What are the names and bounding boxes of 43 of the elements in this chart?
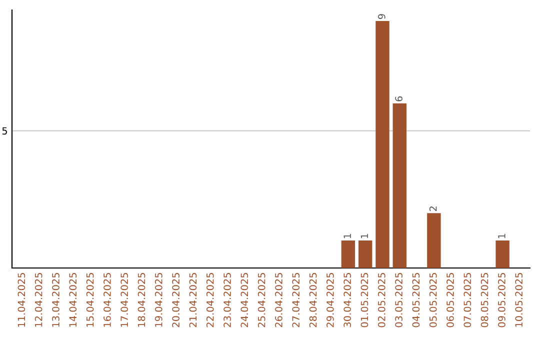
- x-tick-label: 19.04.2025: [154, 273, 162, 327]
- bar: [358, 240, 372, 268]
- x-tick-label: 03.05.2025: [395, 273, 402, 328]
- x-tick-label: 13.04.2025: [52, 273, 60, 327]
- x-tick-label: 09.05.2025: [498, 273, 506, 328]
- x-tick-label: 28.04.2025: [309, 273, 317, 328]
- bar: [341, 240, 356, 268]
- x-tick-label: 16.04.2025: [104, 273, 111, 327]
- x-tick-label: 02.05.2025: [378, 273, 386, 328]
- data-label: 9: [378, 14, 386, 19]
- x-tick-label: 06.05.2025: [446, 273, 454, 328]
- data-label: 2: [429, 206, 437, 212]
- x-tick-label: 26.04.2025: [275, 273, 282, 328]
- x-tick-label: 29.04.2025: [326, 273, 334, 328]
- x-tick-label: 27.04.2025: [292, 273, 300, 328]
- x-tick-label: 12.04.2025: [34, 273, 42, 327]
- x-tick-label: 07.05.2025: [464, 273, 472, 328]
- x-tick-label: 10.05.2025: [515, 273, 523, 327]
- bar: [427, 213, 441, 268]
- x-tick-label: 17.04.2025: [120, 273, 128, 327]
- x-tick-label: 23.04.2025: [224, 273, 231, 328]
- x-tick-label: 24.04.2025: [240, 273, 248, 328]
- data-label: 1: [498, 234, 506, 238]
- x-tick-label: 20.04.2025: [172, 273, 180, 328]
- x-tick-label: 18.04.2025: [138, 273, 146, 327]
- bar: [376, 20, 390, 268]
- x-tick-label: 01.05.2025: [360, 273, 368, 328]
- bar: [496, 240, 510, 268]
- bar: [392, 103, 407, 268]
- data-label: 1: [360, 234, 368, 238]
- y-tick-label: 5: [2, 127, 7, 135]
- x-tick-label: 11.04.2025: [18, 273, 26, 327]
- x-tick-label: 08.05.2025: [480, 273, 488, 328]
- x-tick-label: 25.04.2025: [258, 273, 266, 328]
- data-label: 1: [344, 234, 351, 238]
- data-label: 6: [395, 96, 402, 102]
- x-tick-label: 14.04.2025: [69, 273, 77, 327]
- x-tick-label: 22.04.2025: [206, 273, 214, 328]
- x-tick-label: 05.05.2025: [429, 273, 437, 328]
- x-tick-label: 15.04.2025: [86, 273, 94, 327]
- x-tick-label: 21.04.2025: [189, 273, 197, 328]
- x-tick-label: 04.05.2025: [412, 273, 420, 328]
- x-tick-label: 30.04.2025: [344, 273, 352, 328]
